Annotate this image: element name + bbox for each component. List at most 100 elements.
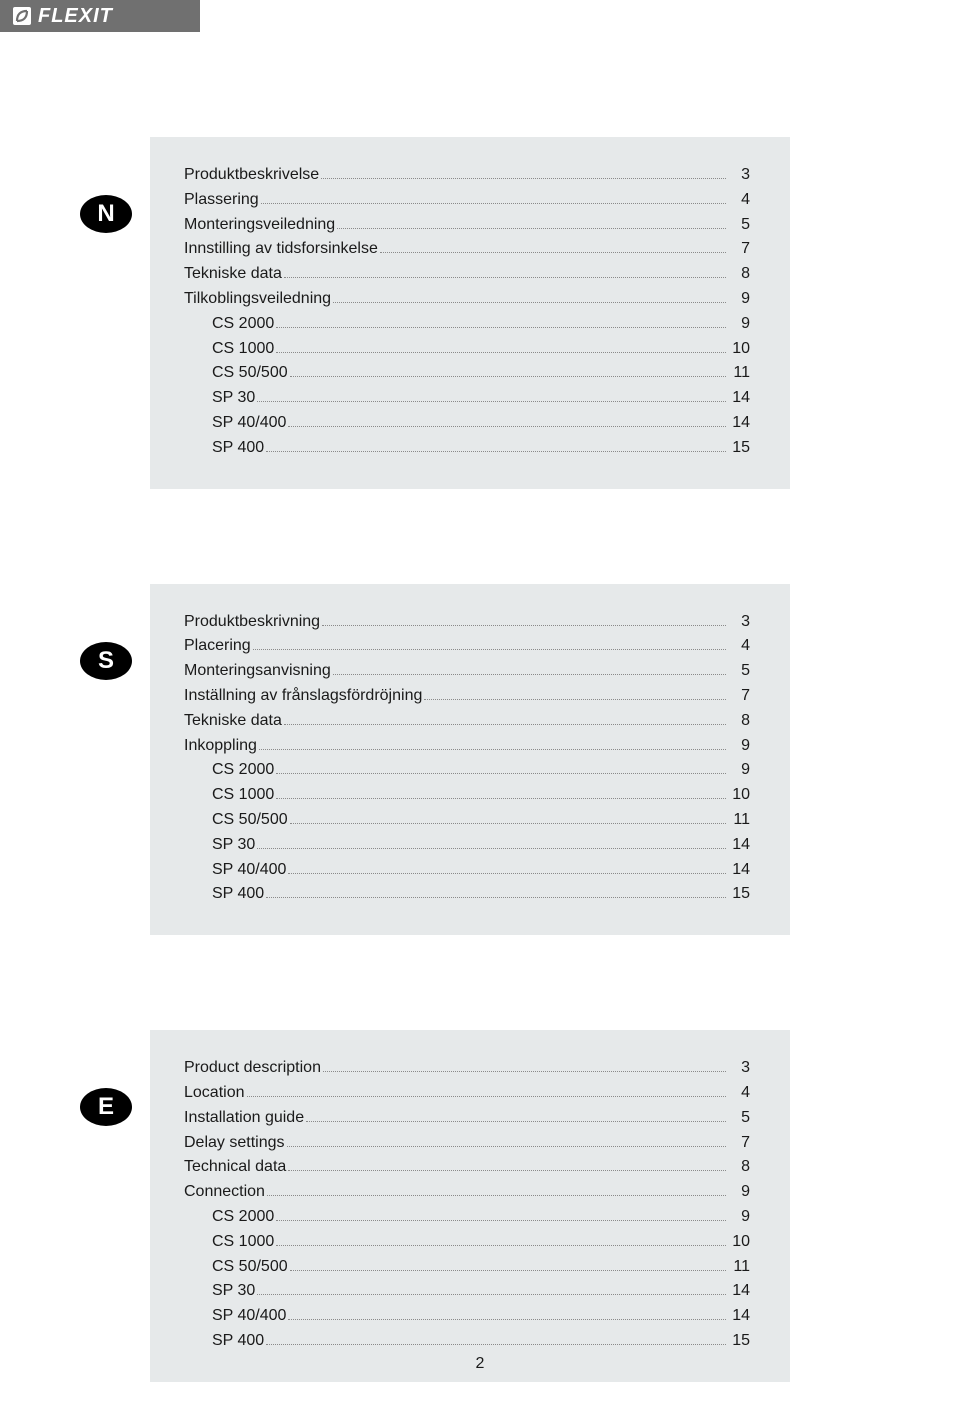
toc-line: Innstilling av tidsforsinkelse7 bbox=[184, 237, 750, 262]
toc-label: Connection bbox=[184, 1180, 265, 1205]
toc-label: Technical data bbox=[184, 1155, 286, 1180]
toc-label: Tekniske data bbox=[184, 262, 282, 287]
toc-leader-dots bbox=[337, 228, 726, 229]
toc-label: Delay settings bbox=[184, 1131, 285, 1156]
toc-leader-dots bbox=[259, 749, 726, 750]
toc-line: SP 40015 bbox=[184, 882, 750, 907]
toc-line: SP 30 14 bbox=[184, 833, 750, 858]
toc-page: 14 bbox=[728, 411, 750, 436]
toc-label: Inkoppling bbox=[184, 734, 257, 759]
toc-line: Tekniske data 8 bbox=[184, 709, 750, 734]
toc-page: 8 bbox=[728, 709, 750, 734]
toc-line: Produktbeskrivelse3 bbox=[184, 163, 750, 188]
toc-line: Location4 bbox=[184, 1081, 750, 1106]
toc-page: 9 bbox=[728, 1205, 750, 1230]
toc-line: Delay settings7 bbox=[184, 1131, 750, 1156]
toc-line: SP 40015 bbox=[184, 436, 750, 461]
toc-label: Tilkoblingsveiledning bbox=[184, 287, 331, 312]
toc-line: SP 40/400 14 bbox=[184, 411, 750, 436]
toc-page: 3 bbox=[728, 610, 750, 635]
toc-line: CS 100010 bbox=[184, 337, 750, 362]
toc-label: SP 400 bbox=[212, 1329, 264, 1354]
toc-page: 15 bbox=[728, 1329, 750, 1354]
toc-leader-dots bbox=[321, 178, 726, 179]
language-badge: S bbox=[80, 642, 132, 680]
toc-label: Produktbeskrivelse bbox=[184, 163, 319, 188]
toc-leader-dots bbox=[257, 401, 726, 402]
toc-label: SP 40/400 bbox=[212, 1304, 286, 1329]
toc-line: Product description 3 bbox=[184, 1056, 750, 1081]
toc-leader-dots bbox=[266, 897, 726, 898]
toc-label: Inställning av frånslagsfördröjning bbox=[184, 684, 422, 709]
toc-label: Plassering bbox=[184, 188, 259, 213]
toc-label: SP 40/400 bbox=[212, 411, 286, 436]
toc-page: 14 bbox=[728, 833, 750, 858]
toc-line: Connection 9 bbox=[184, 1180, 750, 1205]
toc-leader-dots bbox=[380, 252, 726, 253]
toc-label: Produktbeskrivning bbox=[184, 610, 320, 635]
toc-label: SP 30 bbox=[212, 833, 255, 858]
toc-page: 11 bbox=[728, 1255, 750, 1280]
toc-leader-dots bbox=[266, 1344, 726, 1345]
toc-leader-dots bbox=[253, 649, 726, 650]
toc-line: CS 2000 9 bbox=[184, 1205, 750, 1230]
toc-leader-dots bbox=[306, 1121, 726, 1122]
toc-line: CS 20009 bbox=[184, 312, 750, 337]
language-badge: E bbox=[80, 1088, 132, 1126]
toc-label: Installation guide bbox=[184, 1106, 304, 1131]
toc-label: CS 50/500 bbox=[212, 808, 288, 833]
toc-leader-dots bbox=[323, 1071, 726, 1072]
toc-line: Technical data8 bbox=[184, 1155, 750, 1180]
toc-label: CS 2000 bbox=[212, 312, 274, 337]
toc-leader-dots bbox=[290, 1270, 726, 1271]
toc-label: SP 30 bbox=[212, 1279, 255, 1304]
toc-leader-dots bbox=[333, 302, 726, 303]
toc-label: Product description bbox=[184, 1056, 321, 1081]
toc-label: CS 2000 bbox=[212, 758, 274, 783]
toc-line: Inkoppling9 bbox=[184, 734, 750, 759]
toc-page: 3 bbox=[728, 1056, 750, 1081]
toc-leader-dots bbox=[284, 724, 726, 725]
toc-label: SP 400 bbox=[212, 882, 264, 907]
toc-leader-dots bbox=[266, 451, 726, 452]
toc-page: 4 bbox=[728, 634, 750, 659]
toc-leader-dots bbox=[261, 203, 726, 204]
toc-leader-dots bbox=[288, 873, 726, 874]
toc-line: SP 3014 bbox=[184, 1279, 750, 1304]
toc-page: 11 bbox=[728, 808, 750, 833]
toc-leader-dots bbox=[290, 823, 726, 824]
toc-leader-dots bbox=[276, 1220, 726, 1221]
toc-label: SP 30 bbox=[212, 386, 255, 411]
toc-box: Product description 3Location4Installatio… bbox=[150, 1030, 790, 1382]
toc-label: Tekniske data bbox=[184, 709, 282, 734]
toc-label: SP 40/400 bbox=[212, 858, 286, 883]
toc-group: NProduktbeskrivelse3Plassering4Montering… bbox=[90, 137, 870, 489]
toc-label: Innstilling av tidsforsinkelse bbox=[184, 237, 378, 262]
page-number: 2 bbox=[0, 1355, 960, 1373]
toc-page: 9 bbox=[728, 1180, 750, 1205]
toc-page: 4 bbox=[728, 188, 750, 213]
toc-line: Monteringsanvisning5 bbox=[184, 659, 750, 684]
toc-line: CS 100010 bbox=[184, 783, 750, 808]
toc-box: Produktbeskrivelse3Plassering4Monterings… bbox=[150, 137, 790, 489]
toc-label: SP 400 bbox=[212, 436, 264, 461]
toc-label: Location bbox=[184, 1081, 245, 1106]
toc-leader-dots bbox=[276, 798, 726, 799]
toc-line: CS 20009 bbox=[184, 758, 750, 783]
toc-label: CS 2000 bbox=[212, 1205, 274, 1230]
toc-line: Tilkoblingsveiledning9 bbox=[184, 287, 750, 312]
toc-line: SP 40/400 14 bbox=[184, 858, 750, 883]
toc-line: SP 400 15 bbox=[184, 1329, 750, 1354]
toc-line: CS 50/500 11 bbox=[184, 808, 750, 833]
toc-leader-dots bbox=[257, 848, 726, 849]
toc-line: Produktbeskrivning 3 bbox=[184, 610, 750, 635]
toc-line: SP 3014 bbox=[184, 386, 750, 411]
language-badge: N bbox=[80, 195, 132, 233]
toc-line: Inställning av frånslagsfördröjning 7 bbox=[184, 684, 750, 709]
toc-page: 7 bbox=[728, 684, 750, 709]
toc-line: Plassering 4 bbox=[184, 188, 750, 213]
toc-box: Produktbeskrivning3Placering4Monteringsa… bbox=[150, 584, 790, 936]
toc-group: EProduct description3Location4Installati… bbox=[90, 1030, 870, 1382]
toc-page: 11 bbox=[728, 361, 750, 386]
toc-page: 14 bbox=[728, 858, 750, 883]
